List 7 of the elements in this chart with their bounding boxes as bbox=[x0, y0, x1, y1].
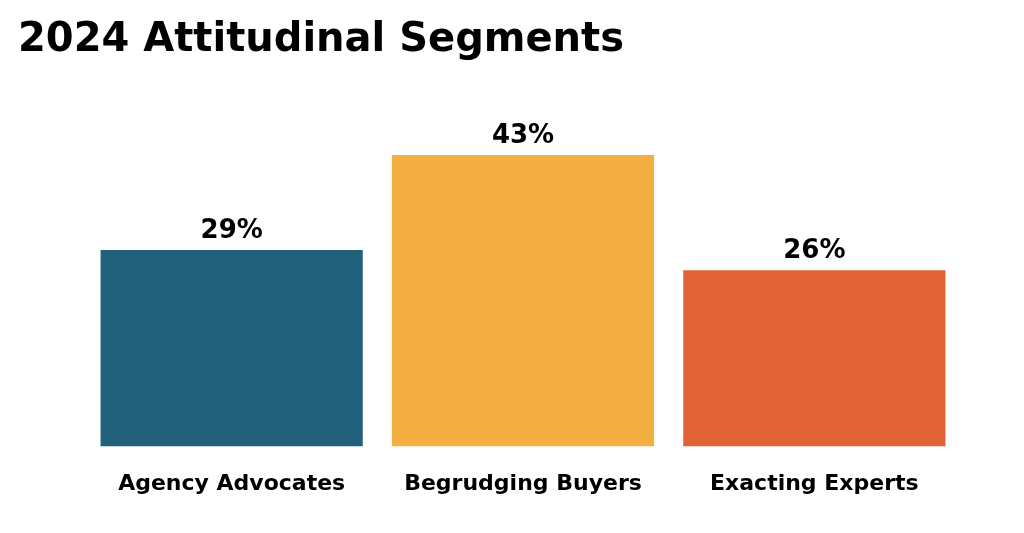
x-tick-label: Exacting Experts bbox=[710, 469, 919, 495]
data-label: 26% bbox=[783, 234, 846, 265]
chart-title: 2024 Attitudinal Segments bbox=[18, 14, 624, 60]
data-label: 43% bbox=[491, 118, 555, 149]
x-tick-label: Agency Advocates bbox=[118, 469, 346, 495]
data-label: 29% bbox=[200, 213, 263, 244]
x-tick-label: Begrudging Buyers bbox=[404, 469, 642, 495]
